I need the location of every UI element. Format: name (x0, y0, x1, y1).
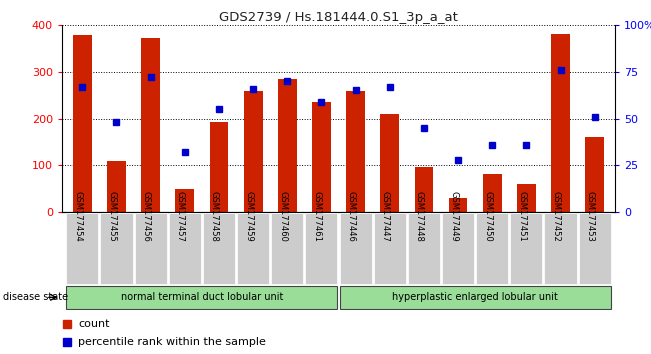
Bar (551, 34, 570, 212)
Bar (340, 213, 372, 284)
Title: GDS2739 / Hs.181444.0.S1_3p_a_at: GDS2739 / Hs.181444.0.S1_3p_a_at (219, 11, 458, 24)
Bar (66, 286, 337, 308)
Bar (544, 213, 577, 284)
Bar (374, 213, 406, 284)
Bar (243, 91, 262, 212)
Bar (135, 213, 167, 284)
Bar (510, 213, 542, 284)
Bar (517, 184, 536, 212)
Bar (442, 213, 474, 284)
Text: count: count (78, 319, 110, 329)
Bar (100, 213, 133, 284)
Text: GSM177448: GSM177448 (415, 190, 424, 241)
Text: disease state: disease state (3, 292, 68, 302)
Bar (169, 213, 201, 284)
Text: GSM177461: GSM177461 (312, 190, 322, 241)
Bar (579, 213, 611, 284)
Text: percentile rank within the sample: percentile rank within the sample (78, 337, 266, 347)
Bar (415, 167, 434, 212)
Bar (107, 161, 126, 212)
Text: GSM177460: GSM177460 (278, 190, 287, 241)
Bar (278, 79, 297, 212)
Text: GSM177453: GSM177453 (586, 190, 595, 241)
Text: GSM177449: GSM177449 (449, 191, 458, 241)
Bar (305, 213, 337, 284)
Bar (585, 137, 604, 212)
Text: hyperplastic enlarged lobular unit: hyperplastic enlarged lobular unit (392, 292, 558, 302)
Bar (73, 35, 92, 212)
Text: GSM177447: GSM177447 (381, 190, 390, 241)
Bar (175, 189, 194, 212)
Bar (408, 213, 440, 284)
Text: normal terminal duct lobular unit: normal terminal duct lobular unit (120, 292, 283, 302)
Text: GSM177451: GSM177451 (518, 191, 527, 241)
Text: GSM177458: GSM177458 (210, 190, 219, 241)
Bar (340, 286, 611, 308)
Bar (271, 213, 303, 284)
Bar (141, 38, 160, 212)
Text: GSM177457: GSM177457 (176, 190, 185, 241)
Bar (483, 174, 502, 212)
Bar (476, 213, 508, 284)
Text: GSM177456: GSM177456 (142, 190, 150, 241)
Bar (312, 102, 331, 212)
Text: GSM177450: GSM177450 (483, 191, 492, 241)
Bar (210, 122, 229, 212)
Text: GSM177452: GSM177452 (551, 191, 561, 241)
Bar (203, 213, 235, 284)
Bar (66, 213, 98, 284)
Bar (346, 91, 365, 212)
Bar (237, 213, 269, 284)
Bar (380, 114, 399, 212)
Text: GSM177455: GSM177455 (107, 191, 117, 241)
Text: GSM177446: GSM177446 (346, 190, 355, 241)
Text: GSM177454: GSM177454 (74, 191, 82, 241)
Text: GSM177459: GSM177459 (244, 191, 253, 241)
Bar (449, 198, 467, 212)
